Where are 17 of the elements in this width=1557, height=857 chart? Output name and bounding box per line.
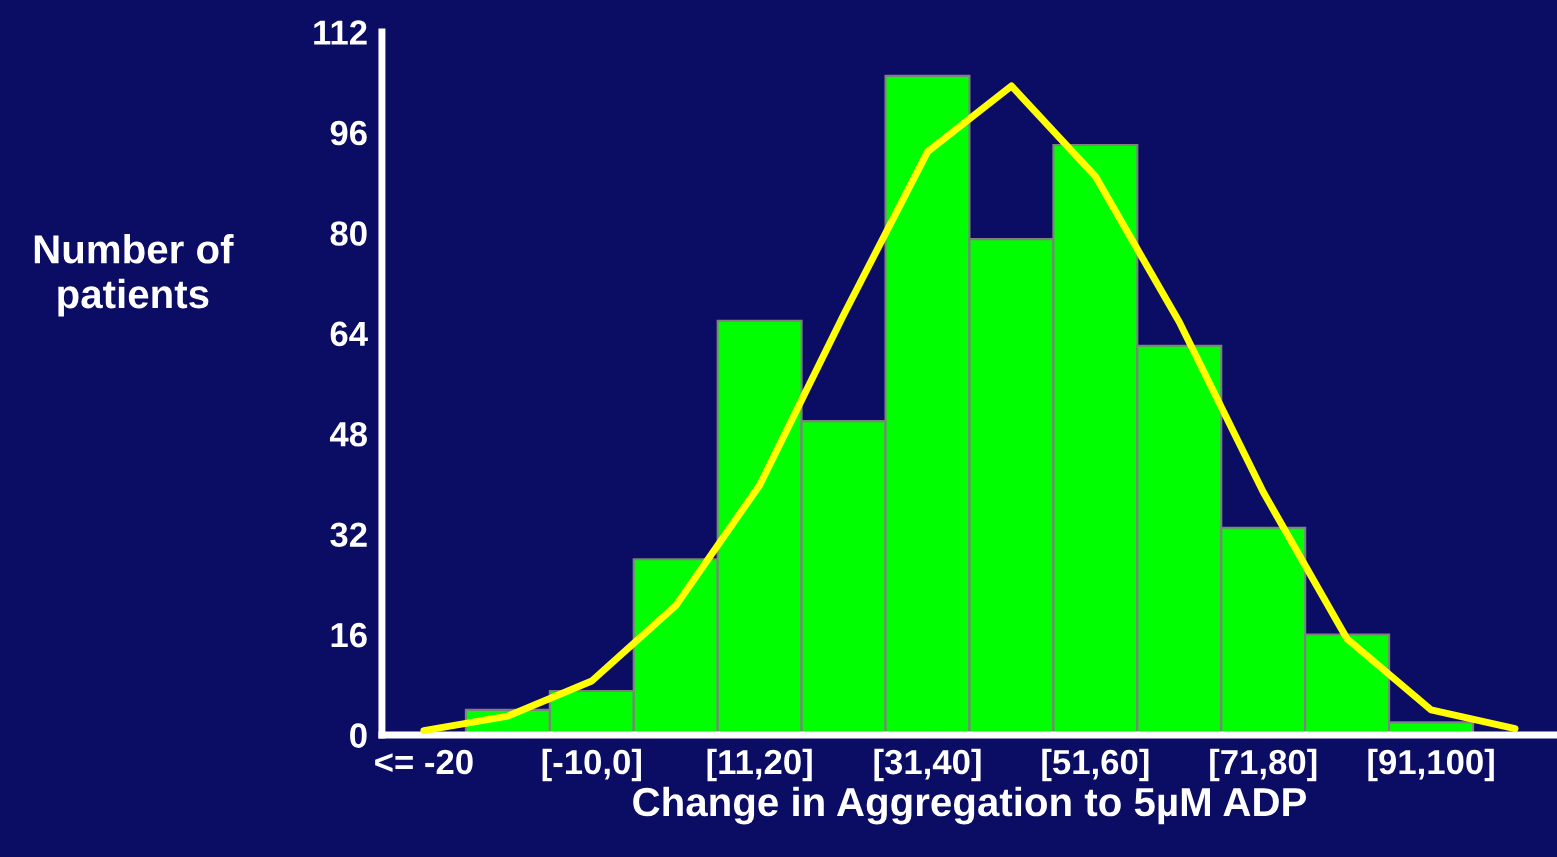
y-tick-label: 16 <box>331 622 367 648</box>
y-tick-label: 32 <box>330 522 367 548</box>
y-tick-label: 0 <box>350 723 367 748</box>
x-tick-label: [-10,0] <box>542 748 641 782</box>
x-tick-label: [51,60] <box>1042 748 1149 782</box>
y-tick-label: 112 <box>314 20 367 45</box>
x-axis-title: Change in Aggregation to 5µM ADP <box>633 786 1307 825</box>
x-tick-label: [71,80] <box>1210 748 1317 782</box>
x-tick-label: [91,100] <box>1368 748 1494 782</box>
y-tick-label: 64 <box>330 321 368 347</box>
y-tick-label: 80 <box>330 221 367 246</box>
y-tick-label: 96 <box>330 120 367 146</box>
y-axis-title: Number of patients <box>34 234 234 317</box>
y-tick-label: 48 <box>329 422 367 447</box>
x-tick-label: <= -20 <box>375 749 473 775</box>
x-tick-label: [11,20] <box>707 748 812 782</box>
x-tick-label: [31,40] <box>874 748 981 782</box>
